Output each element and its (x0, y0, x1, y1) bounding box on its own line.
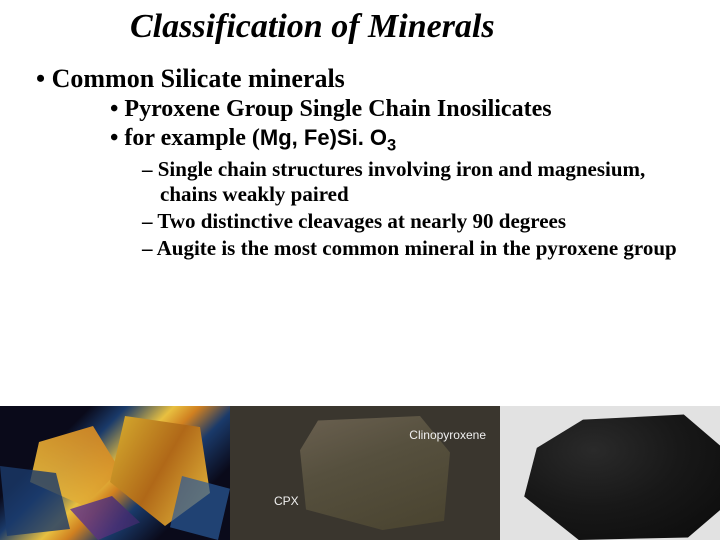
detail-point-2-text: Two distinctive cleavages at nearly 90 d… (157, 209, 566, 233)
slide-title: Classification of Minerals (0, 0, 720, 46)
bullet-icon (110, 96, 124, 122)
rock-sample-image (500, 406, 720, 540)
detail-point-1: Single chain structures involving iron a… (0, 155, 720, 207)
formula-subscript: 3 (387, 136, 396, 154)
slide: Classification of Minerals Common Silica… (0, 0, 720, 540)
detail-point-2: Two distinctive cleavages at nearly 90 d… (0, 207, 720, 234)
image-strip: Clinopyroxene CPX (0, 406, 720, 540)
subheading-1-text: Pyroxene Group Single Chain Inosilicates (124, 96, 551, 122)
thin-section-image (0, 406, 230, 540)
subheading-2: for example (Mg, Fe)Si. O3 (0, 123, 720, 155)
dash-icon (142, 157, 158, 181)
subheading-2-prefix: for example ( (124, 125, 260, 151)
heading-level1: Common Silicate minerals (0, 46, 720, 94)
detail-point-3: Augite is the most common mineral in the… (0, 234, 720, 261)
formula-main: Mg, Fe)Si. O (260, 125, 387, 150)
subheading-1: Pyroxene Group Single Chain Inosilicates (0, 94, 720, 123)
dash-icon (142, 209, 157, 233)
heading-text: Common Silicate minerals (52, 64, 345, 93)
detail-point-3-text: Augite is the most common mineral in the… (157, 236, 677, 260)
dash-icon (142, 236, 157, 260)
cpx-label-bottom: CPX (274, 494, 299, 508)
clinopyroxene-image: Clinopyroxene CPX (230, 406, 500, 540)
bullet-icon (110, 125, 124, 151)
chemical-formula: Mg, Fe)Si. O3 (260, 125, 396, 150)
cpx-label-top: Clinopyroxene (409, 428, 486, 442)
bullet-icon (36, 64, 52, 93)
detail-point-1-text: Single chain structures involving iron a… (158, 157, 646, 206)
